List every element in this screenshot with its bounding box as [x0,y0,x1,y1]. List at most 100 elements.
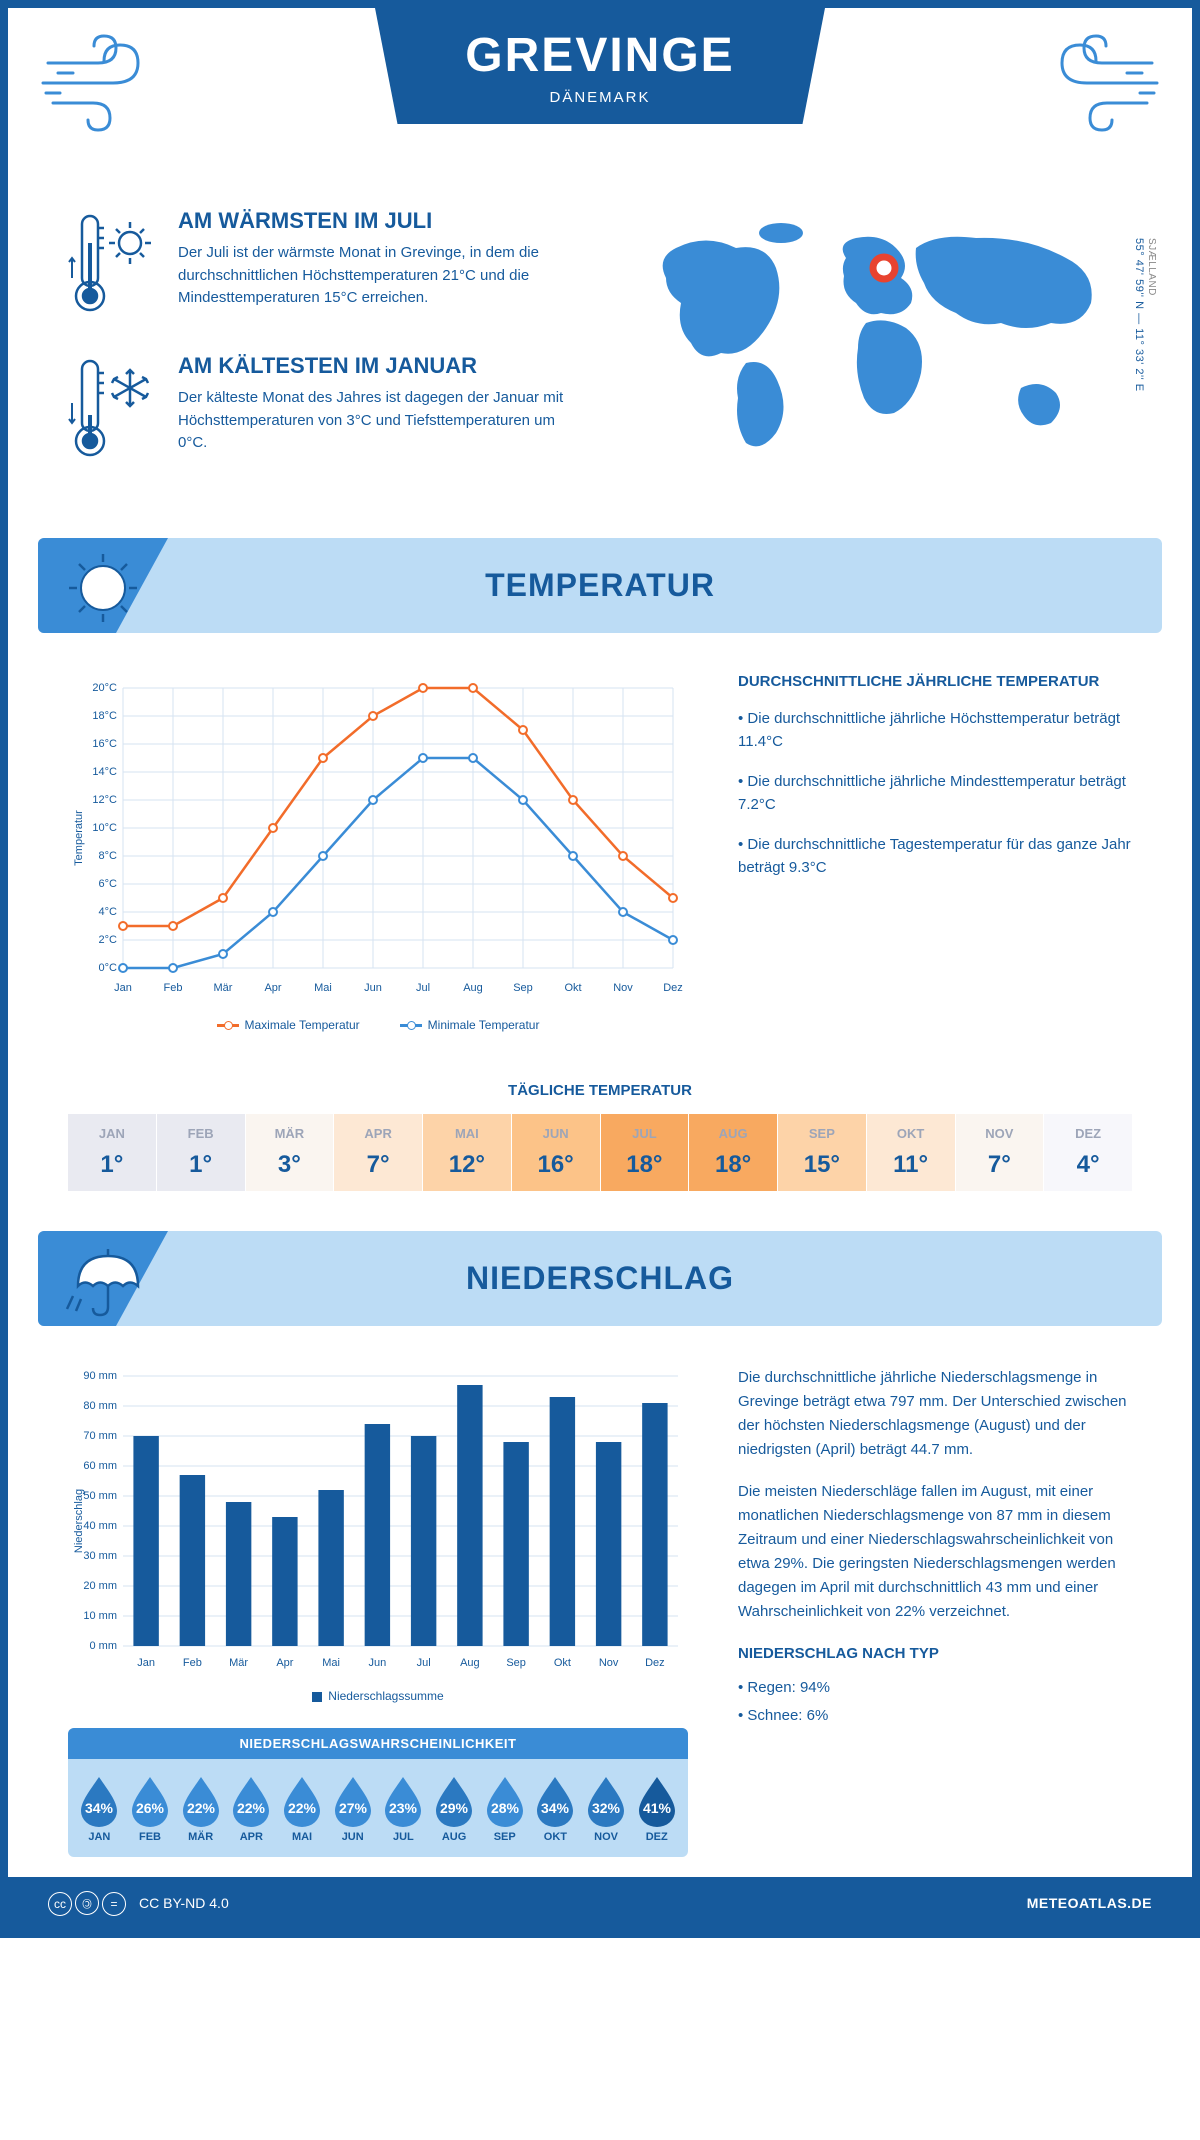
svg-text:6°C: 6°C [99,878,118,890]
coordinates: SJÆLLAND 55° 47' 59'' N — 11° 33' 2'' E [1133,238,1157,392]
svg-text:Mai: Mai [322,1657,340,1669]
svg-text:30 mm: 30 mm [83,1550,117,1562]
svg-text:22%: 22% [288,1800,317,1816]
precipitation-bar-chart: Niederschlag0 mm10 mm20 mm30 mm40 mm50 m… [68,1366,688,1703]
svg-text:Dez: Dez [645,1657,665,1669]
probability-drop: 22%MÄR [175,1773,226,1843]
bullets-title: DURCHSCHNITTLICHE JÄHRLICHE TEMPERATUR [738,673,1132,690]
umbrella-icon [63,1241,143,1326]
bar-legend: Niederschlagssumme [68,1689,688,1703]
prob-title: NIEDERSCHLAGSWAHRSCHEINLICHKEIT [68,1728,688,1759]
daily-temp-table: JAN1°FEB1°MÄR3°APR7°MAI12°JUN16°JUL18°AU… [68,1114,1132,1191]
svg-text:0 mm: 0 mm [90,1640,118,1652]
nd-icon: = [102,1892,126,1916]
warmest-block: AM WÄRMSTEN IM JULI Der Juli ist der wär… [68,208,580,323]
probability-drop: 29%AUG [429,1773,480,1843]
svg-text:20°C: 20°C [92,682,117,694]
daily-cell: DEZ4° [1044,1114,1132,1191]
svg-text:Aug: Aug [463,982,483,994]
svg-text:Jun: Jun [364,982,382,994]
bullet-1: • Die durchschnittliche jährliche Höchst… [738,708,1132,753]
svg-text:Mär: Mär [229,1657,248,1669]
daily-cell: JUL18° [601,1114,689,1191]
svg-text:Apr: Apr [276,1657,293,1669]
svg-text:Jan: Jan [114,982,132,994]
probability-drop: 34%JAN [74,1773,125,1843]
svg-text:2°C: 2°C [99,934,118,946]
svg-text:90 mm: 90 mm [83,1370,117,1382]
daily-cell: JUN16° [512,1114,600,1191]
svg-text:70 mm: 70 mm [83,1430,117,1442]
legend-min: Minimale Temperatur [428,1018,540,1032]
by-icon: 🄯 [75,1891,99,1915]
svg-text:60 mm: 60 mm [83,1460,117,1472]
page-subtitle: DÄNEMARK [455,89,745,106]
bullet-3: • Die durchschnittliche Tagestemperatur … [738,834,1132,879]
svg-text:Jul: Jul [416,982,430,994]
thermometer-sun-icon [68,208,158,323]
coldest-block: AM KÄLTESTEN IM JANUAR Der kälteste Mona… [68,353,580,468]
precip-probability-box: NIEDERSCHLAGSWAHRSCHEINLICHKEIT 34%JAN26… [68,1728,688,1857]
wind-icon [1042,33,1162,138]
svg-text:Apr: Apr [264,982,281,994]
probability-drop: 28%SEP [479,1773,530,1843]
daily-cell: MÄR3° [246,1114,334,1191]
svg-text:Feb: Feb [183,1657,202,1669]
wind-icon [38,33,158,138]
svg-text:40 mm: 40 mm [83,1520,117,1532]
daily-cell: MAI12° [423,1114,511,1191]
svg-text:23%: 23% [389,1800,418,1816]
daily-temp-title: TÄGLICHE TEMPERATUR [8,1082,1192,1099]
temperature-summary: DURCHSCHNITTLICHE JÄHRLICHE TEMPERATUR •… [738,673,1132,1032]
probability-drop: 22%MAI [277,1773,328,1843]
svg-text:16°C: 16°C [92,738,117,750]
region-label: SJÆLLAND [1146,238,1157,296]
svg-text:Jan: Jan [137,1657,155,1669]
svg-text:12°C: 12°C [92,794,117,806]
section-title: NIEDERSCHLAG [466,1260,734,1297]
svg-text:32%: 32% [592,1800,621,1816]
svg-text:Jul: Jul [417,1657,431,1669]
svg-text:34%: 34% [85,1800,114,1816]
svg-text:Sep: Sep [506,1657,526,1669]
coldest-title: AM KÄLTESTEN IM JANUAR [178,353,580,379]
title-banner: GREVINGE DÄNEMARK [375,8,825,124]
svg-text:4°C: 4°C [99,906,118,918]
world-map-icon [620,208,1132,468]
svg-text:Nov: Nov [599,1657,619,1669]
svg-text:Mär: Mär [214,982,233,994]
precip-type-title: NIEDERSCHLAG NACH TYP [738,1642,1132,1666]
bullet-2: • Die durchschnittliche jährliche Mindes… [738,771,1132,816]
chart-legend: Maximale Temperatur Minimale Temperatur [68,1018,688,1032]
cc-icons: cc🄯= [48,1891,129,1916]
section-title: TEMPERATUR [485,567,715,604]
section-precipitation: NIEDERSCHLAG [38,1231,1162,1326]
footer: cc🄯= CC BY-ND 4.0 METEOATLAS.DE [8,1877,1192,1930]
svg-text:22%: 22% [187,1800,216,1816]
site-name: METEOATLAS.DE [1027,1895,1152,1911]
sun-icon [63,548,143,633]
probability-drop: 34%OKT [530,1773,581,1843]
section-temperature: TEMPERATUR [38,538,1162,633]
daily-cell: FEB1° [157,1114,245,1191]
svg-text:14°C: 14°C [92,766,117,778]
thermometer-snow-icon [68,353,158,468]
probability-drop: 32%NOV [581,1773,632,1843]
precip-type-2: • Schnee: 6% [738,1704,1132,1728]
svg-text:Temperatur: Temperatur [73,810,85,866]
daily-cell: OKT11° [867,1114,955,1191]
probability-drop: 23%JUL [378,1773,429,1843]
header: GREVINGE DÄNEMARK [8,8,1192,188]
svg-text:Nov: Nov [613,982,633,994]
svg-text:Okt: Okt [564,982,581,994]
probability-drop: 26%FEB [125,1773,176,1843]
coldest-text: Der kälteste Monat des Jahres ist dagege… [178,387,580,455]
coords-text: 55° 47' 59'' N — 11° 33' 2'' E [1133,238,1145,392]
svg-text:Okt: Okt [554,1657,571,1669]
warmest-title: AM WÄRMSTEN IM JULI [178,208,580,234]
svg-text:34%: 34% [541,1800,570,1816]
svg-text:0°C: 0°C [99,962,118,974]
svg-text:10 mm: 10 mm [83,1610,117,1622]
svg-text:29%: 29% [440,1800,469,1816]
svg-text:Feb: Feb [164,982,183,994]
